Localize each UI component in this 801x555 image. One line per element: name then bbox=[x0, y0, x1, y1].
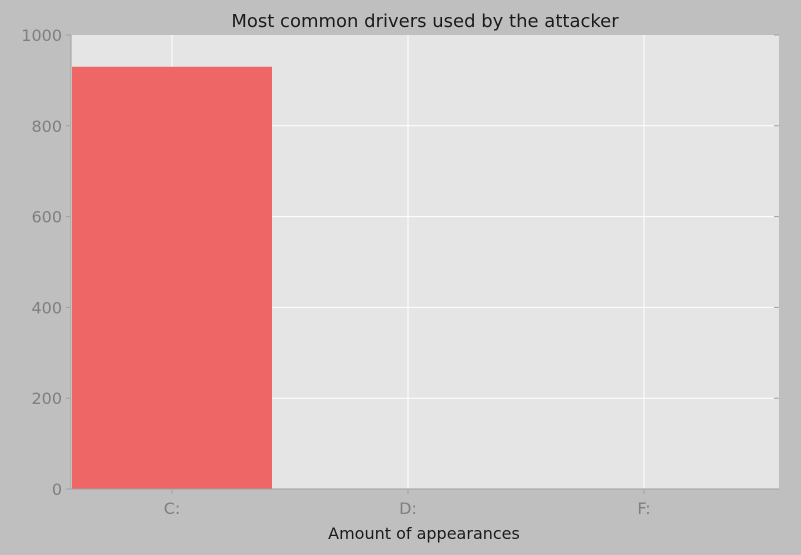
y-tick-label: 200 bbox=[31, 389, 62, 408]
y-tick-label: 1000 bbox=[21, 26, 62, 45]
bar-c bbox=[72, 66, 272, 489]
bars bbox=[72, 66, 272, 489]
chart-title: Most common drivers used by the attacker bbox=[231, 11, 619, 32]
x-tick-label: C: bbox=[164, 499, 181, 518]
tick-labels: 0 200 400 600 800 1000 C: D: F: bbox=[21, 26, 650, 518]
y-tick-label: 400 bbox=[31, 298, 62, 317]
x-axis-label: Amount of appearances bbox=[328, 524, 520, 543]
axes bbox=[66, 34, 779, 494]
y-tick-label: 600 bbox=[31, 208, 62, 227]
y-tick-label: 800 bbox=[31, 117, 62, 136]
x-tick-label: F: bbox=[637, 499, 650, 518]
x-tick-label: D: bbox=[399, 499, 417, 518]
y-tick-label: 0 bbox=[52, 480, 62, 499]
